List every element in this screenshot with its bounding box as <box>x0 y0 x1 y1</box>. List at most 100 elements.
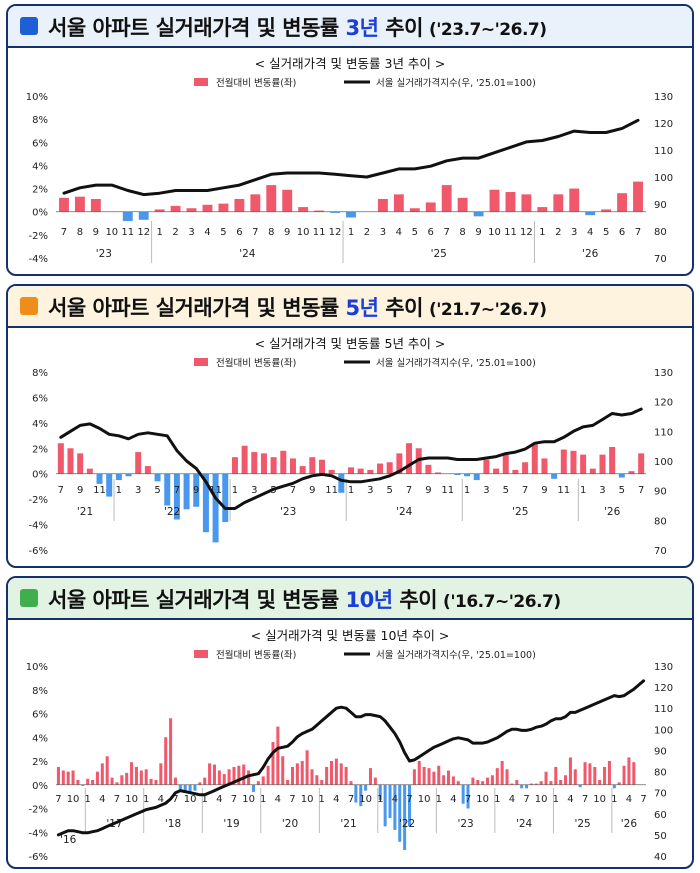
bar <box>377 198 388 212</box>
month-tick: 4 <box>509 794 515 805</box>
year-label: '24 <box>239 248 256 260</box>
month-tick: 7 <box>290 485 296 496</box>
month-tick: 5 <box>387 485 393 496</box>
month-tick: 1 <box>348 227 354 238</box>
bar <box>300 761 304 785</box>
bar <box>473 473 480 481</box>
bar <box>139 770 143 785</box>
left-axis-tick: 10% <box>26 92 48 103</box>
month-tick: 9 <box>93 227 99 238</box>
month-tick: 4 <box>587 227 593 238</box>
month-tick: 1 <box>143 794 149 805</box>
price-index-line <box>62 118 640 197</box>
left-axis-tick: 4% <box>32 161 48 172</box>
bar <box>515 780 519 785</box>
bar <box>318 459 325 474</box>
bar <box>349 781 353 785</box>
month-tick: 1 <box>611 794 617 805</box>
left-axis-tick: 4% <box>32 419 48 430</box>
month-tick: 10 <box>593 794 606 805</box>
right-axis-tick: 100 <box>654 725 673 736</box>
bar <box>149 778 153 785</box>
left-axis-tick: 6% <box>32 710 48 721</box>
title-suffix: 추이 <box>378 296 423 320</box>
month-tick: 1 <box>539 227 545 238</box>
bar <box>95 771 99 785</box>
bar <box>144 769 148 785</box>
left-axis-tick: 0% <box>32 208 48 219</box>
month-tick: 9 <box>193 485 199 496</box>
bar <box>569 188 580 212</box>
month-tick: 5 <box>412 227 418 238</box>
right-axis-tick: 60 <box>654 810 667 821</box>
year-label: '19 <box>223 818 239 830</box>
month-tick: 5 <box>503 485 509 496</box>
bar <box>598 780 602 785</box>
bar <box>454 473 461 475</box>
month-tick: 7 <box>114 794 120 805</box>
bar <box>290 766 294 785</box>
month-tick: 11 <box>325 485 338 496</box>
title-range: ('23.7~'26.7) <box>428 20 547 40</box>
bar <box>86 468 93 474</box>
month-tick: 7 <box>172 794 178 805</box>
month-tick: 7 <box>55 794 61 805</box>
month-tick: 5 <box>154 485 160 496</box>
bar <box>122 211 133 221</box>
month-tick: 1 <box>260 794 266 805</box>
panel-header-10y: 서울 아파트 실거래가격 및 변동률 10년 추이 ('16.7~'26.7) <box>8 578 692 620</box>
bar <box>198 782 202 785</box>
legend-line-label: 서울 실거래가격지수(우, '25.01=100) <box>376 649 536 661</box>
month-tick: 7 <box>523 794 529 805</box>
left-axis-tick: -4% <box>29 254 48 265</box>
bar <box>537 207 548 212</box>
left-axis-tick: 0% <box>32 781 48 792</box>
bar <box>261 776 265 785</box>
bar <box>570 450 577 474</box>
left-axis-tick: -6% <box>29 852 48 863</box>
month-tick: 8 <box>268 227 274 238</box>
bar <box>554 766 558 785</box>
bar <box>237 765 241 785</box>
price-index-line <box>59 407 643 510</box>
bar <box>378 784 382 801</box>
month-tick: 1 <box>580 485 586 496</box>
bar <box>186 208 197 212</box>
month-tick: 1 <box>156 227 162 238</box>
left-axis-tick: 2% <box>32 757 48 768</box>
legend-bar-swatch <box>194 358 208 366</box>
bar <box>510 783 514 785</box>
month-tick: 7 <box>638 485 644 496</box>
right-axis-tick: 110 <box>654 427 673 438</box>
month-tick: 7 <box>61 227 67 238</box>
bar <box>483 459 490 474</box>
month-tick: 5 <box>603 227 609 238</box>
bar <box>520 784 524 789</box>
bar <box>435 472 442 474</box>
chart-panel-5y: 서울 아파트 실거래가격 및 변동률 5년 추이 ('21.7~'26.7) < … <box>6 284 694 568</box>
month-tick: 1 <box>85 794 91 805</box>
right-axis-tick: 120 <box>654 683 673 694</box>
title-accent: 3년 <box>345 16 379 40</box>
year-label: '25 <box>431 248 447 260</box>
bar <box>241 445 248 474</box>
month-tick: 4 <box>626 794 632 805</box>
bar <box>425 202 436 212</box>
bar <box>298 207 309 212</box>
year-label: '16 <box>60 834 77 846</box>
month-tick: 11 <box>441 485 454 496</box>
bar <box>505 769 509 785</box>
year-label: '25 <box>574 818 590 830</box>
bar <box>295 763 299 785</box>
bar <box>242 764 246 785</box>
bar <box>135 452 142 474</box>
month-tick: 10 <box>488 227 501 238</box>
bar <box>309 457 316 474</box>
bar <box>512 469 519 474</box>
bar <box>618 473 625 478</box>
month-tick: 3 <box>367 485 373 496</box>
right-axis-tick: 70 <box>654 254 667 265</box>
year-label: '26 <box>582 248 599 260</box>
bar <box>106 473 113 497</box>
bar <box>481 781 485 785</box>
